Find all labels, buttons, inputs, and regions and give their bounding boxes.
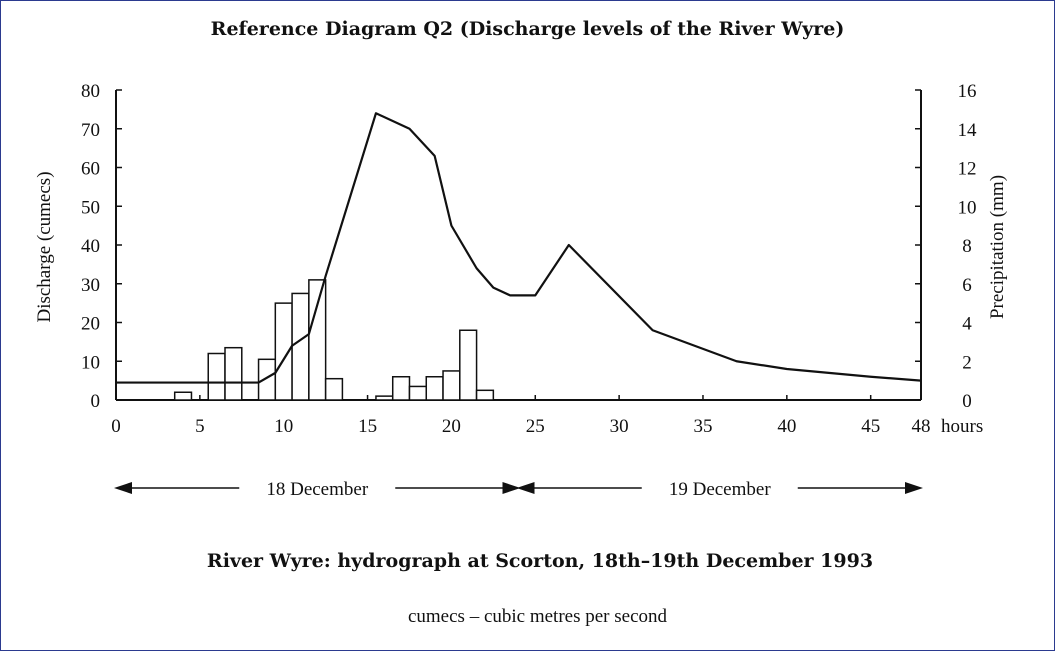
units-note: cumecs – cubic metres per second [407, 606, 668, 627]
chart-caption: River Wyre: hydrograph at Scorton, 18th–… [206, 550, 874, 572]
y-left-tick-label: 0 [91, 391, 101, 412]
y-right-tick-label: 0 [962, 391, 972, 412]
x-tick-label: 48 [912, 416, 931, 437]
y-left-tick-label: 30 [81, 275, 100, 296]
precipitation-bar [408, 385, 428, 401]
x-axis-label: hours [941, 416, 983, 437]
day-arrow-right-head [502, 482, 521, 494]
y-right-tick-label: 10 [958, 197, 977, 218]
y-right-tick-label: 12 [958, 159, 977, 180]
day-arrow-left-head [516, 482, 535, 494]
y-right-tick-label: 4 [962, 314, 972, 335]
y-left-tick-label: 80 [81, 81, 100, 102]
precipitation-bar [475, 389, 495, 401]
x-tick-label: 35 [693, 416, 712, 437]
precipitation-bar [173, 391, 193, 401]
x-tick-label: 0 [111, 416, 121, 437]
x-tick-label: 20 [442, 416, 461, 437]
discharge-line [116, 112, 922, 384]
y-left-tick-label: 20 [81, 314, 100, 335]
y-right-axis-label: Precipitation (mm) [987, 175, 1008, 319]
y-left-tick-label: 50 [81, 197, 100, 218]
y-right-tick-label: 8 [962, 236, 972, 257]
x-tick-label: 40 [777, 416, 796, 437]
precipitation-bar [459, 329, 478, 401]
precipitation-bar [257, 358, 277, 401]
precipitation-bar [291, 292, 310, 401]
y-right-tick-label: 16 [958, 81, 977, 102]
x-tick-label: 25 [526, 416, 545, 437]
precipitation-bar [324, 377, 344, 401]
x-tick-label: 30 [610, 416, 629, 437]
precipitation-bar [224, 346, 243, 401]
day-arrow-left-head [114, 482, 132, 494]
y-left-tick-label: 40 [81, 236, 100, 257]
x-tick-label: 15 [358, 416, 377, 437]
precipitation-bar [207, 352, 226, 401]
y-left-tick-label: 10 [81, 352, 100, 373]
chart-title: Reference Diagram Q2 (Discharge levels o… [210, 18, 845, 40]
y-left-axis-label: Discharge (cumecs) [34, 171, 55, 322]
day-arrow-right-head [905, 482, 923, 494]
y-right-tick-label: 6 [962, 275, 972, 296]
x-tick-label: 10 [274, 416, 293, 437]
precipitation-bar [425, 376, 444, 401]
day-range-label: 18 December [266, 479, 368, 500]
x-tick-label: 45 [861, 416, 880, 437]
day-range-label: 19 December [669, 479, 771, 500]
precipitation-bar [375, 395, 394, 401]
precipitation-bar [308, 279, 327, 401]
x-tick-label: 5 [195, 416, 205, 437]
y-right-tick-label: 14 [958, 120, 978, 141]
precipitation-bar [391, 376, 411, 401]
y-left-tick-label: 60 [81, 159, 100, 180]
y-left-tick-label: 70 [81, 120, 100, 141]
y-right-tick-label: 2 [962, 352, 972, 373]
precipitation-bar [442, 370, 461, 401]
